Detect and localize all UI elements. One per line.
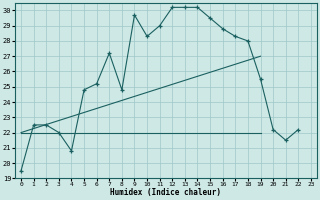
X-axis label: Humidex (Indice chaleur): Humidex (Indice chaleur) <box>110 188 221 197</box>
